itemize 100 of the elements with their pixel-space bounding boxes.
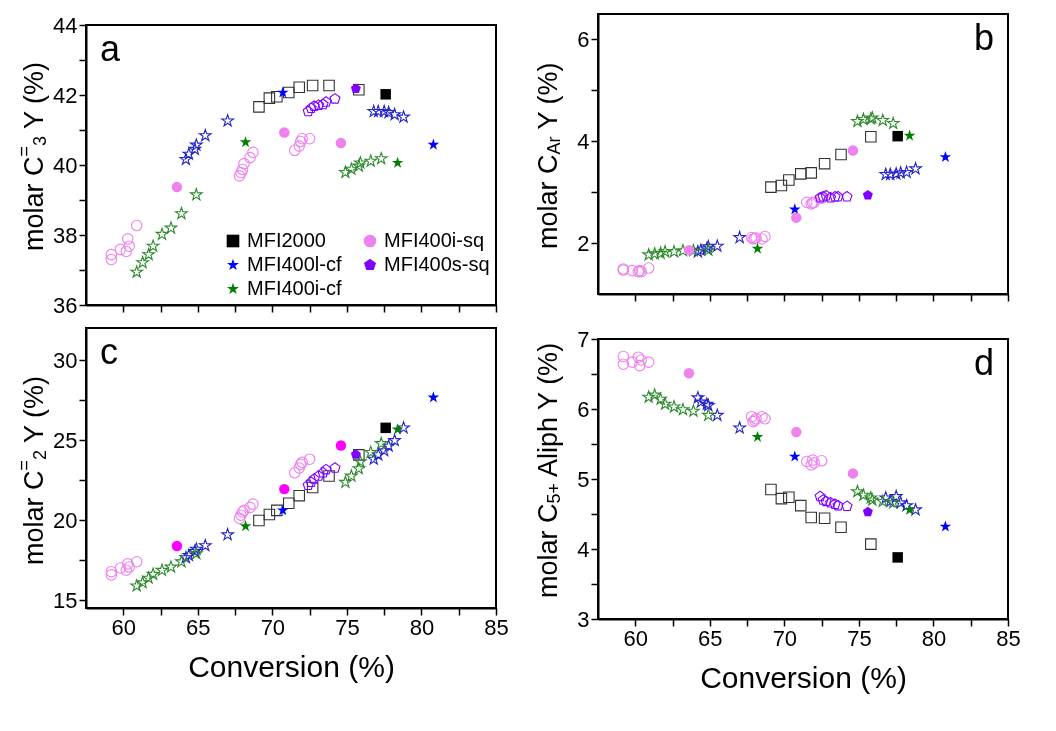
point (288, 467, 301, 479)
y-tick-label: 25 (53, 427, 78, 453)
point (146, 567, 160, 580)
point (282, 86, 295, 99)
point (805, 511, 817, 524)
point (751, 242, 764, 254)
point (142, 247, 155, 261)
point (788, 450, 801, 462)
point (388, 433, 401, 446)
legend-label: MFI400l-cf (247, 253, 342, 275)
point (710, 408, 724, 421)
point (794, 168, 807, 180)
point (642, 356, 655, 368)
point (857, 112, 870, 125)
point (617, 350, 630, 363)
point (775, 179, 788, 192)
point (667, 245, 681, 258)
point (862, 189, 873, 200)
point (377, 104, 391, 117)
point (683, 368, 695, 379)
point (279, 483, 290, 495)
point (282, 497, 295, 509)
point (427, 138, 440, 150)
point (171, 181, 183, 193)
point (339, 165, 352, 178)
point (815, 455, 828, 467)
point (175, 206, 188, 220)
y-tick-label: 30 (53, 347, 78, 373)
point (367, 452, 381, 465)
point (105, 569, 118, 581)
point (794, 499, 807, 512)
point (626, 264, 639, 277)
x-tick-label: 80 (409, 614, 435, 640)
point (350, 449, 361, 459)
point (313, 470, 325, 481)
x-tick-label: 80 (921, 625, 947, 651)
point (353, 83, 365, 96)
point (114, 562, 127, 574)
point (350, 83, 361, 93)
point (198, 128, 212, 142)
point (175, 555, 188, 568)
point (765, 483, 777, 496)
annotation: c (100, 331, 118, 372)
point (851, 484, 864, 498)
point (894, 166, 908, 179)
point (317, 467, 329, 478)
point (329, 93, 341, 104)
point (189, 188, 203, 201)
x-tick-label: 65 (186, 614, 211, 640)
legend-label: MFI400s-sq (384, 253, 490, 275)
y-tick-label: 15 (53, 587, 78, 613)
point (345, 469, 358, 482)
legend-label: MFI400i-cf (247, 277, 342, 299)
point (397, 110, 410, 123)
point (851, 114, 864, 127)
y-tick-label: 44 (53, 12, 78, 38)
point (306, 79, 319, 92)
point (694, 395, 708, 408)
point (136, 255, 150, 269)
point (388, 107, 401, 121)
x-tick-label: 60 (111, 614, 137, 640)
point (397, 421, 410, 434)
point (889, 167, 903, 180)
point (136, 576, 150, 589)
point (276, 86, 289, 98)
point (814, 490, 826, 502)
point (391, 156, 404, 168)
point (164, 221, 178, 234)
legend-label: MFI2000 (247, 229, 326, 251)
point (353, 449, 365, 461)
point (642, 262, 655, 274)
y-tick-label: 20 (53, 507, 78, 533)
point (862, 506, 873, 517)
point (271, 90, 283, 103)
point (701, 408, 715, 421)
point (130, 265, 144, 278)
point (120, 564, 133, 577)
point (364, 445, 378, 458)
y-tick-label: 4 (577, 536, 590, 562)
x-tick-label: 65 (698, 625, 723, 651)
point (308, 473, 320, 484)
x-tick-label: 70 (772, 625, 798, 651)
point (841, 500, 853, 512)
point (654, 392, 667, 405)
x-tick-label: 85 (484, 614, 509, 640)
point (658, 245, 672, 258)
point (105, 248, 118, 261)
point (825, 497, 837, 508)
x-tick-label: 60 (623, 625, 649, 651)
x-axis-title: Conversion (%) (700, 660, 907, 694)
point (791, 426, 802, 438)
point (323, 79, 335, 92)
point (221, 528, 235, 541)
point (335, 440, 347, 451)
point (876, 113, 890, 126)
y-tick-label: 42 (53, 82, 78, 108)
point (687, 404, 700, 417)
point (244, 151, 256, 164)
point (171, 540, 183, 552)
point (293, 489, 305, 502)
